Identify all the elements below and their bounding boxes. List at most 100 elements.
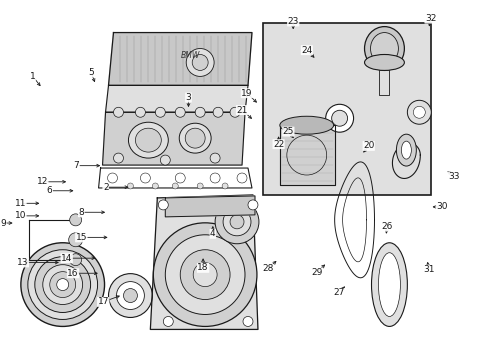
Text: 16: 16 [67,269,79,278]
Text: 4: 4 [209,229,215,238]
Ellipse shape [179,123,211,153]
Text: 12: 12 [37,177,48,186]
Ellipse shape [213,107,223,117]
Ellipse shape [370,32,398,64]
Ellipse shape [210,153,220,163]
Ellipse shape [197,183,203,189]
Text: 23: 23 [287,17,298,26]
Text: 27: 27 [333,288,345,297]
Ellipse shape [172,183,178,189]
Ellipse shape [229,107,240,117]
Ellipse shape [412,106,425,118]
Ellipse shape [116,282,144,310]
Ellipse shape [279,116,333,134]
Ellipse shape [237,173,246,183]
Text: 20: 20 [362,141,374,150]
Ellipse shape [113,107,123,117]
Ellipse shape [68,233,82,247]
Ellipse shape [180,250,229,300]
Ellipse shape [69,254,81,266]
Polygon shape [150,195,258,329]
Text: 19: 19 [241,89,252,98]
Text: 13: 13 [17,258,29,267]
Ellipse shape [155,107,165,117]
Ellipse shape [152,183,158,189]
Ellipse shape [407,100,430,124]
Ellipse shape [364,27,404,71]
Ellipse shape [160,155,170,165]
Ellipse shape [215,200,259,244]
Ellipse shape [135,128,161,152]
Ellipse shape [396,134,415,166]
Ellipse shape [57,279,68,291]
Polygon shape [165,196,254,217]
Ellipse shape [127,183,133,189]
Ellipse shape [165,235,244,315]
Text: 6: 6 [47,186,52,195]
Ellipse shape [401,141,410,159]
Text: 28: 28 [262,265,273,274]
Ellipse shape [123,289,137,302]
Ellipse shape [186,49,214,76]
Ellipse shape [243,316,252,327]
Text: 15: 15 [76,233,87,242]
Ellipse shape [140,173,150,183]
Text: 14: 14 [61,254,72,263]
Text: 5: 5 [88,68,94,77]
Ellipse shape [193,263,217,287]
Ellipse shape [128,122,168,158]
Text: 29: 29 [310,268,322,277]
Text: 18: 18 [197,264,208,273]
Text: 8: 8 [78,208,84,217]
Text: 24: 24 [301,46,312,55]
Text: 2: 2 [102,183,108,192]
Ellipse shape [175,173,185,183]
Polygon shape [105,85,247,112]
Text: 26: 26 [381,222,392,231]
Ellipse shape [185,128,205,148]
Ellipse shape [135,107,145,117]
Ellipse shape [210,173,220,183]
Ellipse shape [42,265,82,305]
Ellipse shape [50,272,76,298]
Text: 3: 3 [185,93,191,102]
Text: 30: 30 [435,202,447,211]
Ellipse shape [229,215,244,229]
Text: 10: 10 [15,211,26,220]
Ellipse shape [325,104,353,132]
Ellipse shape [195,107,205,117]
Ellipse shape [107,173,117,183]
Ellipse shape [153,223,256,327]
Ellipse shape [175,107,185,117]
Ellipse shape [222,183,227,189]
Text: 11: 11 [15,199,26,208]
Text: 21: 21 [236,105,247,114]
Polygon shape [102,112,244,165]
Ellipse shape [108,274,152,318]
Ellipse shape [378,253,400,316]
Ellipse shape [331,110,347,126]
Ellipse shape [247,200,258,210]
Ellipse shape [192,54,208,71]
Text: 31: 31 [422,265,433,274]
Ellipse shape [28,250,98,319]
Ellipse shape [364,54,404,71]
Ellipse shape [223,208,250,236]
Text: 22: 22 [272,140,284,149]
Ellipse shape [158,200,168,210]
Ellipse shape [113,153,123,163]
Ellipse shape [69,214,81,226]
Text: 9: 9 [0,219,6,228]
Text: BMW: BMW [180,51,200,60]
Polygon shape [108,32,251,85]
Text: 17: 17 [97,297,109,306]
Text: 1: 1 [30,72,36,81]
Ellipse shape [35,257,90,312]
Text: 32: 32 [424,14,435,23]
Ellipse shape [371,243,407,327]
Text: 25: 25 [282,127,293,136]
Ellipse shape [21,243,104,327]
Ellipse shape [163,316,173,327]
Polygon shape [279,125,334,185]
Text: 7: 7 [73,161,79,170]
